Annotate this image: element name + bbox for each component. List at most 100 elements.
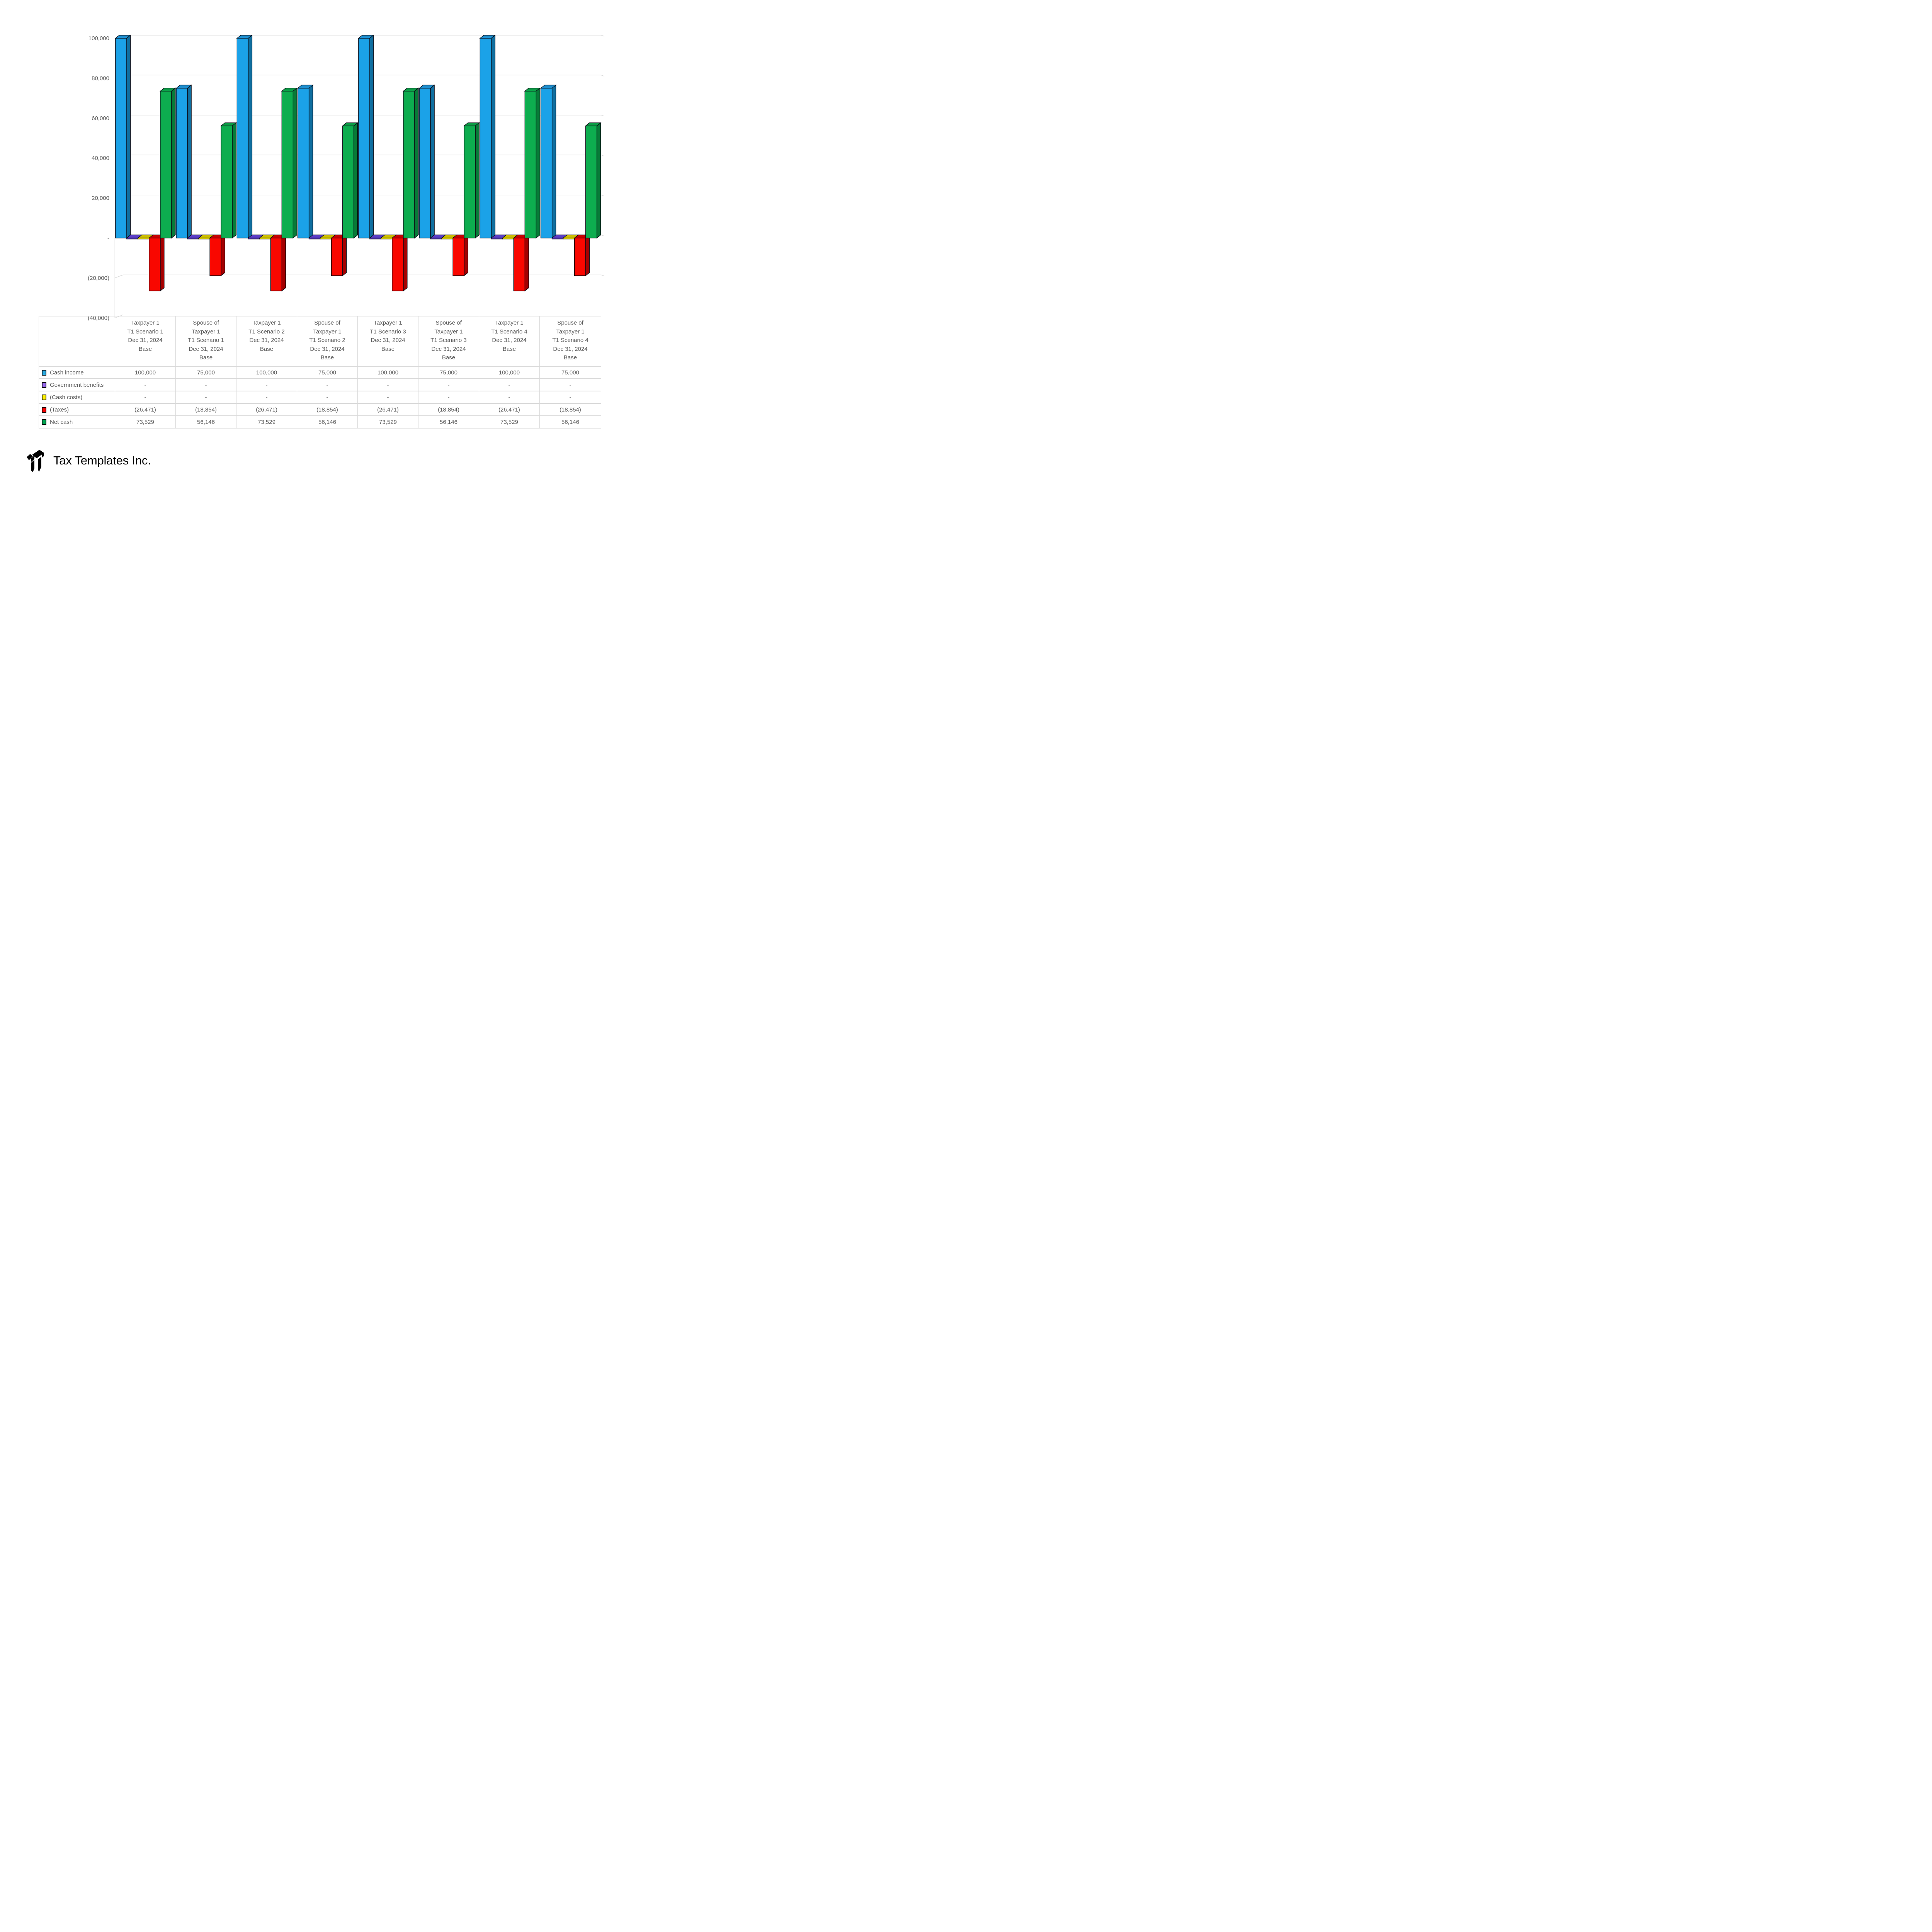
bar-government-benefits-g4 <box>369 238 381 240</box>
value-cell: 75,000 <box>175 366 236 379</box>
bar-net-cash-g4 <box>403 91 415 238</box>
bar-net-cash-g6 <box>524 91 537 238</box>
value-cell: 73,529 <box>236 415 297 429</box>
column-header-7: Taxpayer 1 T1 Scenario 4 Dec 31, 2024 Base <box>479 316 540 367</box>
bar-cash-income-g2-side <box>248 34 253 239</box>
3d-bar-chart: 100,000 80,000 60,000 40,000 20,000 - (20,000)… <box>88 34 605 321</box>
bar-net-cash-g7 <box>585 126 597 238</box>
bar-taxes-g2 <box>270 238 282 291</box>
bar-net-cash-g0 <box>160 91 172 238</box>
row-label-cell: Government benefits <box>39 378 115 391</box>
bar-cash-costs-g1 <box>198 238 210 240</box>
bar-net-cash-g2-side <box>293 87 298 239</box>
bar-government-benefits-g5 <box>430 238 442 240</box>
bar-net-cash-g1 <box>221 126 233 238</box>
value-cell: 73,529 <box>357 415 418 429</box>
table-row: (Cash costs) - - - - - - - - <box>39 391 601 404</box>
bar-government-benefits-g7 <box>551 238 564 240</box>
value-cell: 100,000 <box>357 366 418 379</box>
bar-net-cash-g1-side <box>232 122 236 239</box>
bar-cash-income-g6 <box>480 38 492 238</box>
table-row: Government benefits - - - - - - - - <box>39 378 601 391</box>
data-table: Taxpayer 1 T1 Scenario 1 Dec 31, 2024 Base S… <box>39 316 601 429</box>
value-cell: - <box>297 378 358 391</box>
value-cell: 73,529 <box>115 415 176 429</box>
value-cell: - <box>418 378 479 391</box>
bar-net-cash-g6-side <box>536 87 541 239</box>
row-label: (Cash costs) <box>50 394 83 401</box>
value-cell: 100,000 <box>115 366 176 379</box>
value-cell: (18,854) <box>297 403 358 416</box>
value-cell: 75,000 <box>297 366 358 379</box>
bar-net-cash-g7-side <box>596 122 601 239</box>
bar-taxes-g4 <box>392 238 404 291</box>
value-cell: - <box>115 391 176 404</box>
value-cell: - <box>175 391 236 404</box>
value-cell: 100,000 <box>479 366 540 379</box>
value-cell: 56,146 <box>175 415 236 429</box>
bar-government-benefits-g6 <box>491 238 503 240</box>
table-row: Cash income 100,000 75,000 100,000 75,000 100… <box>39 366 601 379</box>
table-row: (Taxes) (26,471) (18,854) (26,471) (18,854)(… <box>39 403 601 416</box>
value-cell: - <box>236 391 297 404</box>
y-axis-tick-label: 100,000 <box>88 35 109 42</box>
row-label: Net cash <box>50 418 73 425</box>
value-cell: - <box>115 378 176 391</box>
bar-cash-income-g3 <box>297 88 310 238</box>
bar-taxes-g7-side <box>585 234 590 276</box>
bar-net-cash-g3-side <box>353 122 358 239</box>
legend-key-icon <box>42 369 46 376</box>
row-label-cell: (Cash costs) <box>39 391 115 404</box>
bar-taxes-g1 <box>209 238 221 276</box>
legend-key-icon <box>42 394 46 400</box>
value-cell: - <box>357 391 418 404</box>
bar-taxes-g4-side <box>403 234 408 292</box>
bar-cash-costs-g0 <box>138 238 150 240</box>
bar-cash-costs-g3 <box>320 238 332 240</box>
row-label: (Taxes) <box>50 406 69 413</box>
value-cell: - <box>175 378 236 391</box>
column-header-8: Spouse of Taxpayer 1 T1 Scenario 4 Dec 31, … <box>539 316 601 367</box>
row-label: Cash income <box>50 369 84 376</box>
bar-net-cash-g5 <box>464 126 476 238</box>
y-axis-tick-label: 40,000 <box>92 155 109 162</box>
bar-cash-income-g4 <box>358 38 370 238</box>
y-axis-tick-label: 80,000 <box>92 75 109 82</box>
column-header-3: Taxpayer 1 T1 Scenario 2 Dec 31, 2024 Base <box>236 316 297 367</box>
value-cell: (18,854) <box>418 403 479 416</box>
bar-taxes-g7 <box>574 238 586 276</box>
bar-net-cash-g2 <box>281 91 294 238</box>
bar-cash-costs-g4 <box>381 238 393 240</box>
bar-cash-income-g0 <box>115 38 127 238</box>
company-logo-block: Tax Templates Inc. <box>26 448 151 473</box>
legend-key-icon <box>42 419 46 425</box>
gridline <box>115 274 605 279</box>
bar-taxes-g6-side <box>524 234 529 292</box>
y-axis-tick-label: (20,000) <box>88 275 109 281</box>
bar-cash-income-g0-side <box>126 34 131 239</box>
bar-taxes-g6 <box>513 238 526 291</box>
column-header-4: Spouse of Taxpayer 1 T1 Scenario 2 Dec 31, … <box>297 316 358 367</box>
tax-templates-logo-icon <box>27 450 44 472</box>
y-axis-tick-label: - <box>107 235 109 242</box>
column-header-6: Spouse of Taxpayer 1 T1 Scenario 3 Dec 31, … <box>418 316 479 367</box>
bar-taxes-g1-side <box>221 234 225 276</box>
value-cell: - <box>236 378 297 391</box>
value-cell: (26,471) <box>479 403 540 416</box>
row-label-cell: Cash income <box>39 366 115 379</box>
value-cell: (18,854) <box>539 403 601 416</box>
value-cell: - <box>479 378 540 391</box>
value-cell: 56,146 <box>297 415 358 429</box>
value-cell: - <box>357 378 418 391</box>
column-header-1: Taxpayer 1 T1 Scenario 1 Dec 31, 2024 Base <box>115 316 176 367</box>
bar-cash-income-g2 <box>236 38 249 238</box>
value-cell: - <box>297 391 358 404</box>
bar-taxes-g5-side <box>464 234 468 276</box>
bar-cash-income-g4-side <box>369 34 374 239</box>
bar-net-cash-g0-side <box>171 87 176 239</box>
value-cell: (18,854) <box>175 403 236 416</box>
bar-taxes-g5 <box>452 238 464 276</box>
legend-key-icon <box>42 406 46 413</box>
bar-government-benefits-g3 <box>308 238 321 240</box>
y-axis-tick-label: 20,000 <box>92 195 109 202</box>
